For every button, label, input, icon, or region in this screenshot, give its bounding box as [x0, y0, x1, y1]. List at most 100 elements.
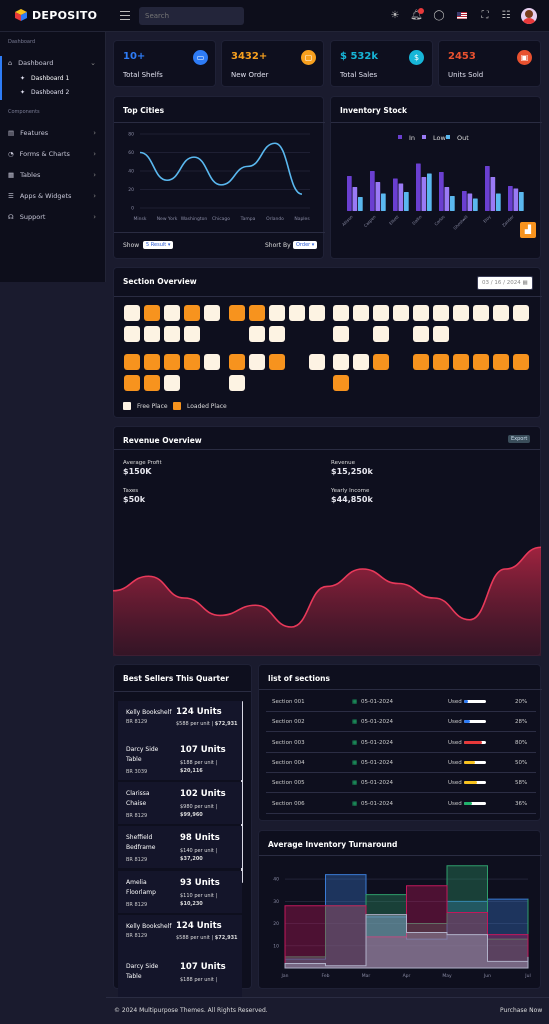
seat-loaded[interactable]	[473, 354, 489, 370]
seat-loaded[interactable]	[513, 354, 529, 370]
seat-free[interactable]	[249, 354, 265, 370]
seat-free[interactable]	[373, 326, 389, 342]
seat-free[interactable]	[333, 354, 349, 370]
seat-loaded[interactable]	[184, 305, 200, 321]
sidebar-item-tables[interactable]: ▦ Tables ›	[8, 171, 96, 179]
best-seller-item[interactable]: Darcy Side Table 107 Units $188 per unit |	[118, 955, 242, 997]
chat-icon[interactable]: ◯	[433, 10, 445, 21]
sidebar-item-dashboard[interactable]: ⌂ Dashboard ⌄	[8, 59, 96, 67]
sidebar-subitem-dashboard-2[interactable]: ✦ Dashboard 2	[20, 89, 70, 96]
seat-loaded[interactable]	[144, 305, 160, 321]
purchase-now-link[interactable]: Purchase Now	[500, 1007, 543, 1014]
seat-free[interactable]	[309, 305, 325, 321]
fullscreen-icon[interactable]: ⛶	[481, 10, 489, 21]
best-seller-item[interactable]: Kelly Bookshelf BR 8129 124 Units $588 per …	[118, 701, 242, 743]
seat-free[interactable]	[413, 326, 429, 342]
seat-loaded[interactable]	[493, 354, 509, 370]
seat-free[interactable]	[164, 375, 180, 391]
bullet-icon: ✦	[20, 75, 26, 82]
seat-free[interactable]	[269, 305, 285, 321]
section-name: Section 001	[272, 699, 305, 705]
seat-free[interactable]	[493, 305, 509, 321]
seat-free[interactable]	[473, 305, 489, 321]
table-row[interactable]: Section 002 ▦ 05-01-2024 Used 28%	[266, 712, 536, 733]
sidebar-item-features[interactable]: ▤ Features ›	[8, 129, 96, 137]
table-row[interactable]: Section 003 ▦ 05-01-2024 Used 80%	[266, 733, 536, 753]
seat-free[interactable]	[373, 305, 389, 321]
show-select[interactable]: 5 Result ▾	[143, 241, 174, 249]
seat-loaded[interactable]	[333, 375, 349, 391]
seat-free[interactable]	[269, 326, 285, 342]
us-flag-icon[interactable]	[457, 12, 467, 19]
theme-toggle-icon[interactable]: ☀	[390, 10, 400, 21]
seat-free[interactable]	[353, 354, 369, 370]
seat-loaded[interactable]	[144, 375, 160, 391]
table-row[interactable]: Section 004 ▦ 05-01-2024 Used 50%	[266, 753, 536, 773]
bag-icon: ▢	[301, 50, 316, 65]
seat-loaded[interactable]	[413, 354, 429, 370]
seat-free[interactable]	[289, 305, 305, 321]
seat-free[interactable]	[204, 354, 220, 370]
table-row[interactable]: Section 005 ▦ 05-01-2024 Used 58%	[266, 773, 536, 794]
best-seller-item[interactable]: Kelly Bookshelf BR 8129 124 Units $588 per …	[118, 915, 242, 957]
product-name-line: $188 per unit |	[180, 760, 218, 766]
seat-loaded[interactable]	[373, 354, 389, 370]
user-avatar[interactable]	[521, 8, 537, 24]
seat-free[interactable]	[433, 326, 449, 342]
seat-free[interactable]	[204, 305, 220, 321]
seat-free[interactable]	[309, 354, 325, 370]
seat-free[interactable]	[124, 326, 140, 342]
scrollbar-thumb[interactable]	[241, 701, 243, 883]
seat-loaded[interactable]	[229, 354, 245, 370]
table-row[interactable]: Section 006 ▦ 05-01-2024 Used 36%	[266, 794, 536, 814]
seat-loaded[interactable]	[249, 305, 265, 321]
seat-loaded[interactable]	[433, 354, 449, 370]
app-logo[interactable]: DEPOSITO	[14, 8, 97, 22]
best-seller-item[interactable]: Darcy Side Table BR 3039 107 Units $188 per …	[118, 738, 242, 780]
date-picker[interactable]: 03 / 16 / 2024 ▦	[477, 276, 533, 290]
seat-loaded[interactable]	[269, 354, 285, 370]
seat-loaded[interactable]	[124, 354, 140, 370]
seat-loaded[interactable]	[184, 354, 200, 370]
revenue-value: $15,250k	[331, 467, 373, 476]
seat-free[interactable]	[229, 375, 245, 391]
taxes-label: Taxes	[123, 488, 139, 494]
best-seller-item[interactable]: Amelia Floorlamp BR 8129 93 Units $110 per u…	[118, 871, 242, 913]
seat-free[interactable]	[333, 326, 349, 342]
seat-free[interactable]	[144, 326, 160, 342]
notification-bell-icon[interactable]: 🔔︎	[410, 10, 423, 21]
seat-loaded[interactable]	[453, 354, 469, 370]
sidebar-item-apps-widgets[interactable]: ☰ Apps & Widgets ›	[8, 192, 96, 200]
seat-free[interactable]	[353, 305, 369, 321]
export-button[interactable]: Export	[508, 435, 531, 443]
download-icon[interactable]: ▟	[520, 222, 536, 238]
seat-free[interactable]	[164, 305, 180, 321]
search-input[interactable]	[139, 7, 244, 25]
best-seller-item[interactable]: Sheffield Bedframe BR 8129 98 Units $140 per…	[118, 826, 242, 868]
sidebar-item-support[interactable]: ☊ Support ›	[8, 213, 96, 221]
seat-free[interactable]	[413, 305, 429, 321]
best-seller-item[interactable]: Clarissa Chaise BR 8129 102 Units $980 per u…	[118, 782, 242, 824]
seat-free[interactable]	[453, 305, 469, 321]
seat-loaded[interactable]	[164, 354, 180, 370]
seat-loaded[interactable]	[144, 354, 160, 370]
seat-free[interactable]	[393, 305, 409, 321]
menu-toggle-icon[interactable]	[120, 11, 130, 20]
divider	[114, 232, 325, 233]
seat-free[interactable]	[164, 326, 180, 342]
sidebar-item-forms-charts[interactable]: ◔ Forms & Charts ›	[8, 150, 96, 158]
sort-select[interactable]: Order ▾	[293, 241, 318, 249]
seat-loaded[interactable]	[124, 375, 140, 391]
seat-free[interactable]	[333, 305, 349, 321]
seat-loaded[interactable]	[229, 305, 245, 321]
table-row[interactable]: Section 001 ▦ 05-01-2024 Used 20%	[266, 692, 536, 712]
sidebar-subitem-dashboard-1[interactable]: ✦ Dashboard 1	[20, 75, 70, 82]
seat-free[interactable]	[433, 305, 449, 321]
settings-sliders-icon[interactable]: ☷	[501, 10, 511, 21]
seat-free[interactable]	[124, 305, 140, 321]
section-date: 05-01-2024	[361, 800, 393, 807]
x-tick-label: Washington	[181, 216, 208, 222]
seat-free[interactable]	[249, 326, 265, 342]
seat-free[interactable]	[513, 305, 529, 321]
seat-free[interactable]	[184, 326, 200, 342]
